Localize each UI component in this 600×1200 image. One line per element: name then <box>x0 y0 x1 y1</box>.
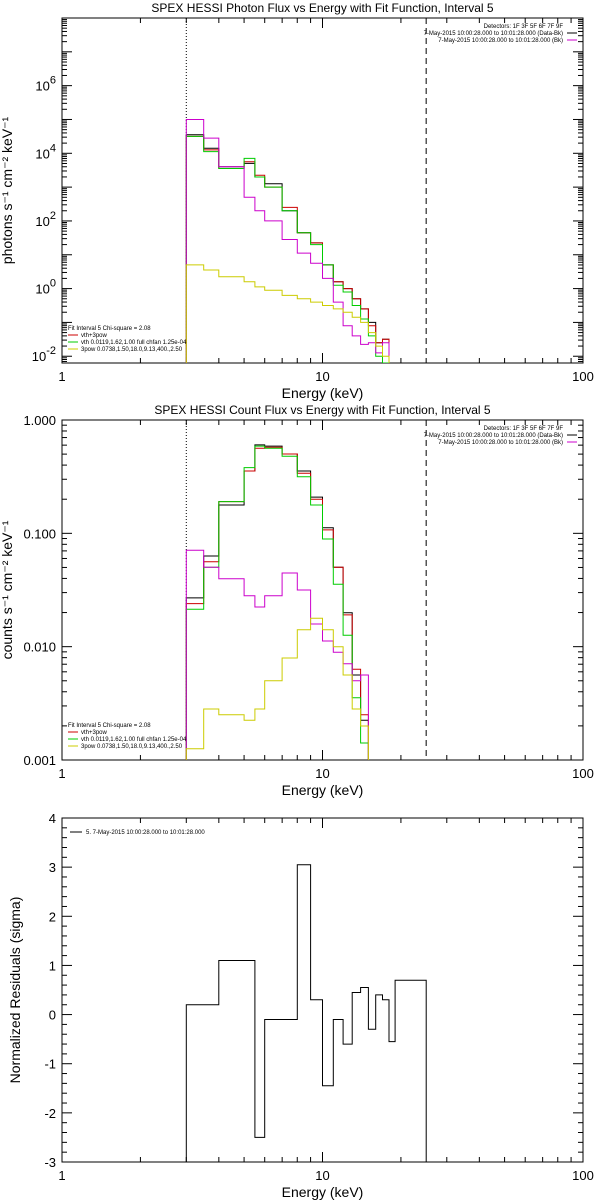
x-tick-label: 1 <box>58 766 65 781</box>
panel-3 <box>61 817 584 1163</box>
series-vth <box>185 445 369 760</box>
y-tick-label: -1 <box>44 1057 56 1072</box>
x-tick-label: 100 <box>572 766 594 781</box>
y-tick-label: 0 <box>49 1008 56 1023</box>
legend-bl-item: Fit Interval 5 Chi-square = 2.08 <box>68 723 151 729</box>
y-tick-label: 1.000 <box>23 413 56 428</box>
panel-1 <box>61 17 584 364</box>
y-tick-label: 100 <box>35 278 56 297</box>
series-bk <box>185 549 369 760</box>
y-tick-label: 1 <box>49 958 56 973</box>
series-vth+3pow <box>185 446 369 760</box>
legend-tr-item: Detectors: 1F 3F 5F 6F 7F 9F <box>484 24 564 30</box>
series-3pow <box>185 617 369 760</box>
x-axis-label: Energy (keV) <box>282 1184 364 1200</box>
x-axis-label: Energy (keV) <box>282 385 364 401</box>
series-data-bk <box>185 134 390 363</box>
series-3pow <box>185 264 390 363</box>
x-tick-label: 10 <box>315 369 329 384</box>
x-tick-label: 100 <box>572 1168 594 1183</box>
plot-frame <box>61 419 584 761</box>
legend-bl-item: vth+3pow <box>81 730 108 736</box>
plot-frame <box>61 817 584 1163</box>
legend-bl-item: vth 0.0119,1.62,1.00 full chfan 1.25e-04 <box>81 340 187 346</box>
x-tick-label: 1 <box>58 369 65 384</box>
series-residuals <box>185 864 427 1162</box>
x-tick-label: 100 <box>572 369 594 384</box>
legend-bl-item: 3pow 0.0738,1.50,18.0,9.13,400.,2.50 <box>81 347 183 353</box>
y-axis-label: Normalized Residuals (sigma) <box>7 897 23 1084</box>
legend-bl-item: vth 0.0119,1.62,1.00 full chfan 1.25e-04 <box>81 737 187 743</box>
y-tick-label: 2 <box>49 909 56 924</box>
legend-tl-item: 5. 7-May-2015 10:00:28.000 to 10:01:28.0… <box>86 830 205 836</box>
y-axis-label: photons s⁻¹ cm⁻² keV⁻¹ <box>0 116 15 264</box>
series-data-bk <box>185 444 369 760</box>
legend-tr-item: 7-May-2015 10:00:28.000 to 10:01:28.000 … <box>438 440 563 446</box>
x-tick-label: 10 <box>315 1168 329 1183</box>
legend-bl-item: vth+3pow <box>81 333 108 339</box>
y-tick-label: 0.001 <box>23 753 56 768</box>
series-bk <box>185 119 390 363</box>
x-tick-label: 1 <box>58 1168 65 1183</box>
y-tick-label: 0.100 <box>23 526 56 541</box>
legend-bl-item: 3pow 0.0738,1.50,18.0,9.13,400.,2.50 <box>81 744 183 750</box>
series-vth <box>185 135 389 363</box>
y-tick-label: -3 <box>44 1155 56 1170</box>
y-tick-label: -2 <box>44 1106 56 1121</box>
plot-frame <box>61 17 584 364</box>
legend-tr-item: 7-May-2015 10:00:28.000 to 10:01:28.000 … <box>424 433 563 439</box>
legend-tr-item: Detectors: 1F 3F 5F 6F 7F 9F <box>484 426 564 432</box>
y-tick-label: 104 <box>35 142 56 161</box>
chart-title: SPEX HESSI Count Flux vs Energy with Fit… <box>154 403 490 417</box>
x-axis-label: Energy (keV) <box>282 782 364 798</box>
x-tick-label: 10 <box>315 766 329 781</box>
y-tick-label: 102 <box>35 210 56 229</box>
legend-bl-item: Fit Interval 5 Chi-square = 2.08 <box>68 326 151 332</box>
y-tick-label: 3 <box>49 860 56 875</box>
panel-2 <box>61 419 584 761</box>
legend-tr-item: 7-May-2015 10:00:28.000 to 10:01:28.000 … <box>424 31 563 37</box>
y-axis-label: counts s⁻¹ cm⁻² keV⁻¹ <box>0 520 15 659</box>
y-tick-label: 0.010 <box>23 640 56 655</box>
series-vth+3pow <box>185 135 390 363</box>
chart-title: SPEX HESSI Photon Flux vs Energy with Fi… <box>151 1 493 15</box>
legend-tr-item: 7-May-2015 10:00:28.000 to 10:01:28.000 … <box>438 38 563 44</box>
y-tick-label: 10-2 <box>32 345 56 364</box>
y-tick-label: 4 <box>49 811 56 826</box>
y-tick-label: 106 <box>35 75 56 94</box>
